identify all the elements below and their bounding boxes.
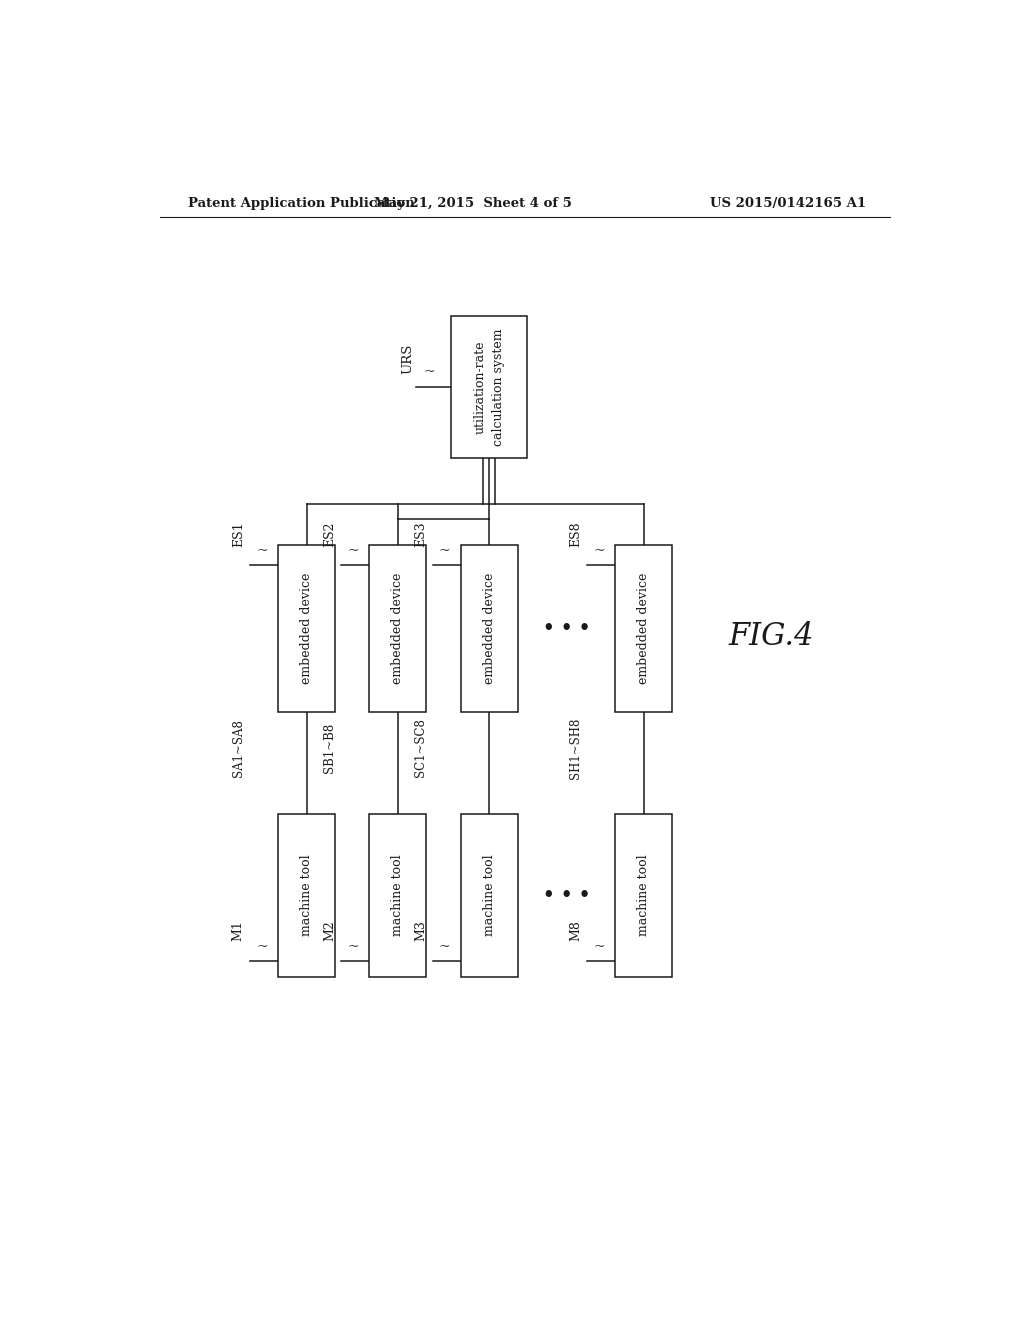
Text: M2: M2	[324, 920, 336, 941]
Text: utilization-rate
calculation system: utilization-rate calculation system	[473, 329, 505, 446]
Text: SH1~SH8: SH1~SH8	[569, 717, 582, 779]
Bar	[370, 814, 426, 977]
Text: embedded device: embedded device	[300, 573, 313, 684]
Text: M8: M8	[569, 920, 582, 941]
Text: SA1~SA8: SA1~SA8	[231, 719, 245, 777]
Text: machine tool: machine tool	[482, 854, 496, 936]
Text: SC1~SC8: SC1~SC8	[415, 718, 427, 777]
Text: machine tool: machine tool	[391, 854, 404, 936]
Text: embedded device: embedded device	[391, 573, 404, 684]
Text: M3: M3	[415, 920, 427, 941]
Text: ES3: ES3	[415, 521, 427, 548]
Text: embedded device: embedded device	[637, 573, 650, 684]
Text: URS: URS	[401, 343, 415, 374]
Text: ~: ~	[594, 940, 605, 954]
Text: ~: ~	[439, 544, 451, 558]
Text: SB1~B8: SB1~B8	[324, 723, 336, 774]
Bar	[370, 545, 426, 713]
Text: machine tool: machine tool	[300, 854, 313, 936]
Bar	[452, 315, 526, 458]
Text: machine tool: machine tool	[637, 854, 650, 936]
Bar	[615, 545, 673, 713]
Text: ~: ~	[256, 544, 268, 558]
Text: ~: ~	[347, 544, 359, 558]
Text: May 21, 2015  Sheet 4 of 5: May 21, 2015 Sheet 4 of 5	[375, 197, 572, 210]
Text: ES1: ES1	[231, 521, 245, 548]
Text: embedded device: embedded device	[482, 573, 496, 684]
Bar	[278, 545, 335, 713]
Text: US 2015/0142165 A1: US 2015/0142165 A1	[710, 197, 866, 210]
Text: M1: M1	[231, 920, 245, 941]
Text: ~: ~	[439, 940, 451, 954]
Text: ~: ~	[347, 940, 359, 954]
Text: Patent Application Publication: Patent Application Publication	[187, 197, 415, 210]
Bar	[278, 814, 335, 977]
Text: ~: ~	[256, 940, 268, 954]
Bar	[461, 814, 518, 977]
Text: FIG.4: FIG.4	[728, 620, 813, 652]
Text: ~: ~	[423, 364, 435, 379]
Text: • • •: • • •	[543, 886, 590, 904]
Text: • • •: • • •	[543, 619, 590, 638]
Text: ES2: ES2	[324, 521, 336, 548]
Text: ~: ~	[594, 544, 605, 558]
Text: ES8: ES8	[569, 521, 582, 548]
Bar	[461, 545, 518, 713]
Bar	[615, 814, 673, 977]
